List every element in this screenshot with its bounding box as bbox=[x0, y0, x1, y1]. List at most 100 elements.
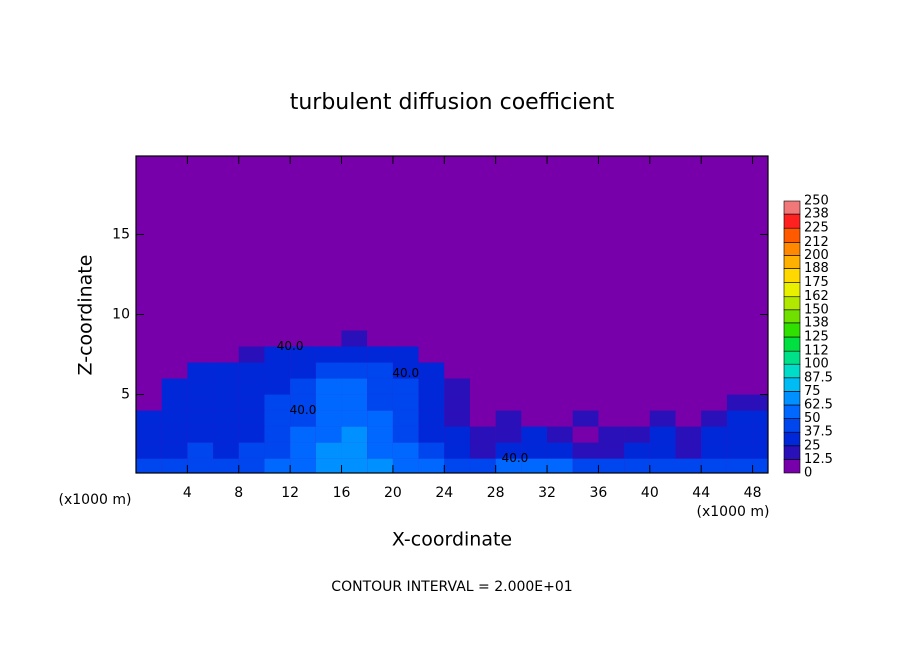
field-cell bbox=[598, 378, 625, 395]
colorbar-label: 200 bbox=[804, 248, 829, 263]
field-cell bbox=[315, 330, 342, 347]
field-cell bbox=[649, 346, 676, 363]
field-cell bbox=[624, 442, 650, 459]
x-unit-label: (x1000 m) bbox=[697, 504, 770, 520]
colorbar-swatch bbox=[783, 404, 801, 419]
colorbar-swatch bbox=[783, 200, 801, 215]
field-cell bbox=[136, 458, 162, 473]
field-cell bbox=[315, 346, 342, 363]
field-cell bbox=[547, 362, 573, 379]
x-tick-label: 32 bbox=[538, 485, 556, 501]
field-cell bbox=[444, 458, 470, 473]
field-cell bbox=[547, 346, 573, 363]
field-cell bbox=[392, 362, 419, 379]
field-cell bbox=[392, 410, 419, 427]
field-cell bbox=[752, 394, 768, 411]
field-cell bbox=[444, 378, 470, 395]
field-cell bbox=[392, 378, 419, 395]
y-unit-label: (x1000 m) bbox=[59, 492, 132, 508]
field-cell bbox=[495, 458, 522, 473]
field-cell bbox=[521, 426, 548, 443]
field-cell bbox=[469, 458, 496, 473]
field-cell bbox=[624, 394, 650, 411]
colorbar-label: 75 bbox=[804, 384, 821, 399]
field-cell bbox=[649, 394, 676, 411]
field-cell bbox=[572, 378, 599, 395]
colorbar-swatch bbox=[783, 227, 801, 243]
field-cell bbox=[341, 426, 368, 443]
colorbar-swatch bbox=[783, 418, 801, 433]
colorbar-swatch bbox=[783, 213, 801, 229]
field-cell bbox=[367, 458, 393, 473]
field-cell bbox=[444, 442, 470, 459]
field-cell bbox=[213, 378, 239, 395]
field-cell bbox=[469, 346, 496, 363]
x-tick-label: 8 bbox=[234, 485, 243, 501]
contour-label: 40.0 bbox=[502, 451, 529, 465]
colorbar-label: 37.5 bbox=[804, 425, 833, 440]
colorbar-label: 112 bbox=[804, 344, 829, 359]
field-cell bbox=[341, 378, 368, 395]
field-cell bbox=[624, 346, 650, 363]
field-cell bbox=[367, 410, 393, 427]
field-cell bbox=[187, 362, 214, 379]
field-cell bbox=[726, 426, 753, 443]
field-cell bbox=[444, 362, 470, 379]
colorbar-label: 125 bbox=[804, 330, 829, 345]
field-cell bbox=[213, 362, 239, 379]
field-cell bbox=[161, 410, 188, 427]
x-tick-label: 24 bbox=[435, 485, 453, 501]
field-cell bbox=[367, 378, 393, 395]
field-cell bbox=[418, 458, 445, 473]
colorbar-label: 225 bbox=[804, 221, 829, 236]
field-cell bbox=[341, 458, 368, 473]
colorbar-swatch bbox=[783, 268, 801, 283]
field-cell bbox=[315, 410, 342, 427]
field-cell bbox=[187, 378, 214, 395]
field-cell bbox=[495, 426, 522, 443]
field-cell bbox=[341, 394, 368, 411]
field-cell bbox=[495, 362, 522, 379]
colorbar-label: 12.5 bbox=[804, 452, 833, 467]
field-cell bbox=[752, 362, 768, 379]
field-cell bbox=[469, 378, 496, 395]
field-cell bbox=[187, 426, 214, 443]
field-cell bbox=[495, 330, 522, 347]
field-cell bbox=[341, 362, 368, 379]
field-cell bbox=[701, 378, 727, 395]
field-cell bbox=[521, 330, 548, 347]
field-cell bbox=[598, 426, 625, 443]
field-cell bbox=[624, 362, 650, 379]
field-cell bbox=[444, 426, 470, 443]
colorbar-label: 25 bbox=[804, 438, 821, 453]
field-cell bbox=[264, 458, 291, 473]
field-cell bbox=[752, 410, 768, 427]
field-cell bbox=[238, 330, 265, 347]
field-cell bbox=[521, 394, 548, 411]
field-cell bbox=[161, 458, 188, 473]
field-cell bbox=[701, 442, 727, 459]
colorbar-label: 150 bbox=[804, 302, 829, 317]
x-tick-label: 40 bbox=[641, 485, 659, 501]
field-cell bbox=[392, 426, 419, 443]
colorbar-swatch bbox=[783, 296, 801, 311]
footer-note: CONTOUR INTERVAL = 2.000E+01 bbox=[331, 579, 572, 595]
field-cell bbox=[701, 330, 727, 347]
colorbar-label: 0 bbox=[804, 466, 812, 481]
contour-label: 40.0 bbox=[277, 339, 304, 353]
x-axis-label: X-coordinate bbox=[392, 529, 512, 551]
field-cell bbox=[726, 458, 753, 473]
x-tick-label: 44 bbox=[692, 485, 710, 501]
field-cell bbox=[726, 410, 753, 427]
field-cell bbox=[701, 458, 727, 473]
field-cell bbox=[572, 394, 599, 411]
field-cell bbox=[187, 330, 214, 347]
colorbar-swatch bbox=[783, 309, 801, 324]
field-cell bbox=[495, 378, 522, 395]
y-tick-label: 5 bbox=[121, 387, 130, 403]
field-cell bbox=[547, 410, 573, 427]
field-cell bbox=[675, 330, 702, 347]
x-tick-label: 48 bbox=[744, 485, 762, 501]
field-cell bbox=[418, 378, 445, 395]
field-cell bbox=[598, 362, 625, 379]
